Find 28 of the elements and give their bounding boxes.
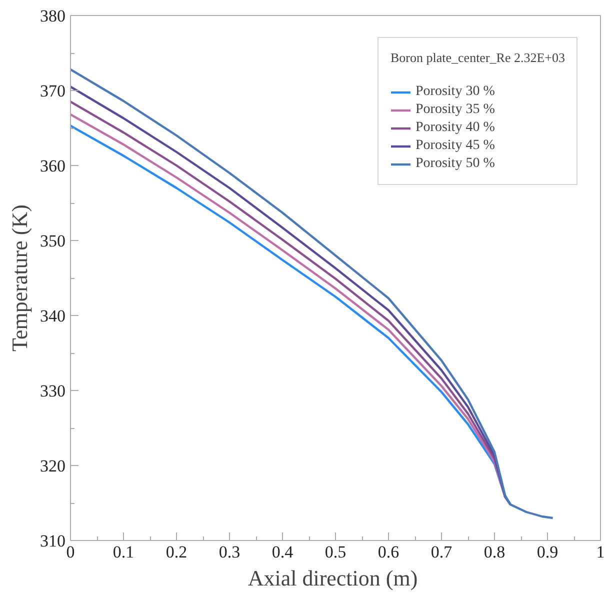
y-tick-label: 380 [40, 6, 66, 26]
y-tick-label: 310 [40, 532, 66, 550]
x-tick-label: 0.7 [430, 542, 453, 562]
legend-label: Porosity 50 % [416, 156, 495, 172]
x-tick-label: 0.4 [272, 542, 294, 562]
x-tick-label: 1 [596, 542, 605, 562]
x-tick-label: 0.5 [324, 542, 346, 562]
y-tick-label: 360 [40, 156, 66, 176]
x-tick-label: 0.1 [112, 542, 134, 562]
x-tick-label: 0.3 [218, 542, 240, 562]
x-axis-title: Axial direction (m) [248, 566, 418, 590]
y-tick-label: 320 [40, 456, 66, 476]
y-tick-label: 330 [40, 382, 66, 400]
y-axis-title: Temperature (K) [7, 204, 32, 352]
x-tick-label: 0.2 [166, 542, 188, 562]
x-tick-label: 0 [66, 542, 75, 562]
y-tick-label: 350 [40, 232, 66, 250]
y-tick-label: 340 [40, 306, 66, 326]
x-tick-label: 0.8 [484, 542, 506, 562]
legend-title: Boron plate_center_Re 2.32E+03 [390, 50, 565, 66]
legend-label: Porosity 30 % [416, 84, 495, 100]
line-series [70, 68, 554, 520]
x-tick-label: 0.9 [536, 542, 558, 562]
legend-label: Porosity 35 % [416, 102, 495, 118]
y-tick-label: 370 [40, 82, 66, 100]
x-tick-label: 0.6 [378, 542, 400, 562]
legend-label: Porosity 45 % [416, 138, 495, 154]
legend-label: Porosity 40 % [416, 120, 495, 136]
